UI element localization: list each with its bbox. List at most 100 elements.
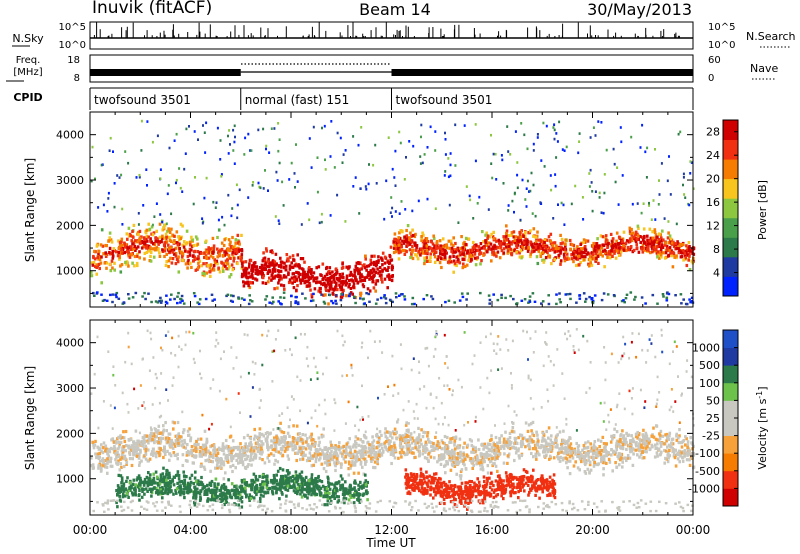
data-cell	[466, 443, 470, 447]
power-data-cells	[90, 119, 696, 306]
data-cell	[556, 455, 559, 459]
colorbar-swatch	[723, 276, 738, 297]
data-cell	[501, 158, 504, 162]
data-cell	[420, 135, 422, 139]
data-cell	[423, 262, 426, 266]
data-cell	[573, 247, 576, 251]
data-cell	[195, 439, 198, 444]
data-cell	[615, 249, 619, 253]
data-cell	[316, 156, 319, 159]
data-cell	[658, 240, 661, 244]
data-cell	[294, 275, 297, 279]
data-cell	[478, 252, 481, 256]
data-cell	[577, 444, 581, 448]
data-cell	[267, 280, 270, 284]
data-cell	[171, 250, 174, 254]
data-cell	[107, 454, 110, 458]
data-cell	[240, 460, 243, 464]
data-cell	[328, 270, 331, 274]
data-cell	[98, 463, 102, 467]
data-cell	[386, 436, 389, 440]
data-cell	[415, 246, 418, 250]
data-cell	[131, 449, 135, 453]
data-cell	[379, 256, 383, 260]
data-cell	[151, 247, 155, 251]
data-cell	[444, 153, 447, 156]
data-cell	[517, 236, 520, 240]
y-tick-label: 3000	[56, 174, 84, 187]
data-cell	[660, 162, 663, 165]
data-cell	[456, 451, 460, 456]
data-cell	[282, 431, 286, 435]
data-cell	[210, 444, 214, 448]
data-cell	[203, 255, 206, 260]
data-cell	[440, 447, 444, 451]
data-cell	[479, 454, 483, 458]
data-cell	[360, 126, 363, 129]
data-cell	[102, 252, 105, 256]
data-cell	[642, 428, 645, 432]
data-cell	[184, 152, 187, 155]
data-cell	[146, 184, 148, 187]
data-cell	[314, 277, 318, 281]
data-cell	[264, 431, 268, 436]
data-cell	[576, 257, 580, 261]
data-cell	[181, 463, 185, 468]
data-cell	[507, 244, 511, 249]
data-cell	[193, 249, 197, 253]
data-cell	[253, 427, 256, 432]
data-cell	[630, 443, 633, 447]
data-cell	[682, 298, 685, 301]
data-cell	[118, 257, 121, 261]
colorbar-tick-label: 8	[713, 243, 720, 256]
data-cell	[591, 253, 595, 257]
data-cell	[300, 452, 303, 456]
data-cell	[400, 448, 404, 452]
data-cell	[271, 251, 274, 255]
data-cell	[373, 273, 376, 277]
data-cell	[259, 448, 262, 452]
data-cell	[520, 243, 524, 247]
data-cell	[476, 248, 480, 252]
data-cell	[506, 442, 510, 447]
data-cell	[150, 300, 153, 304]
data-cell	[271, 296, 274, 299]
data-cell	[470, 248, 474, 252]
data-cell	[174, 254, 178, 258]
data-cell	[182, 302, 186, 305]
data-cell	[229, 143, 231, 146]
data-cell	[399, 293, 403, 296]
data-cell	[411, 248, 415, 252]
data-cell	[590, 446, 594, 450]
data-cell	[502, 440, 506, 444]
data-cell	[668, 454, 672, 458]
data-cell	[143, 242, 146, 246]
data-cell	[162, 455, 165, 460]
data-cell	[370, 459, 373, 463]
data-cell	[345, 442, 349, 446]
data-cell	[385, 179, 388, 183]
data-cell	[590, 297, 594, 300]
data-cell	[588, 255, 592, 259]
data-cell	[492, 462, 495, 466]
data-cell	[110, 259, 114, 263]
data-cell	[272, 266, 276, 270]
data-cell	[594, 245, 597, 249]
data-cell	[624, 442, 627, 446]
data-cell	[361, 283, 365, 287]
data-cell	[236, 241, 239, 245]
data-cell	[206, 263, 209, 267]
data-cell	[420, 235, 423, 239]
data-cell	[283, 439, 286, 443]
data-cell	[163, 445, 166, 449]
data-cell	[367, 182, 370, 186]
data-cell	[178, 242, 181, 246]
data-cell	[689, 160, 692, 163]
data-cell	[424, 242, 427, 246]
data-cell	[391, 274, 394, 278]
data-cell	[178, 238, 181, 242]
data-cell	[664, 251, 668, 255]
nave-tick-bottom: 0	[708, 73, 714, 84]
data-cell	[108, 149, 111, 152]
data-cell	[97, 257, 100, 261]
